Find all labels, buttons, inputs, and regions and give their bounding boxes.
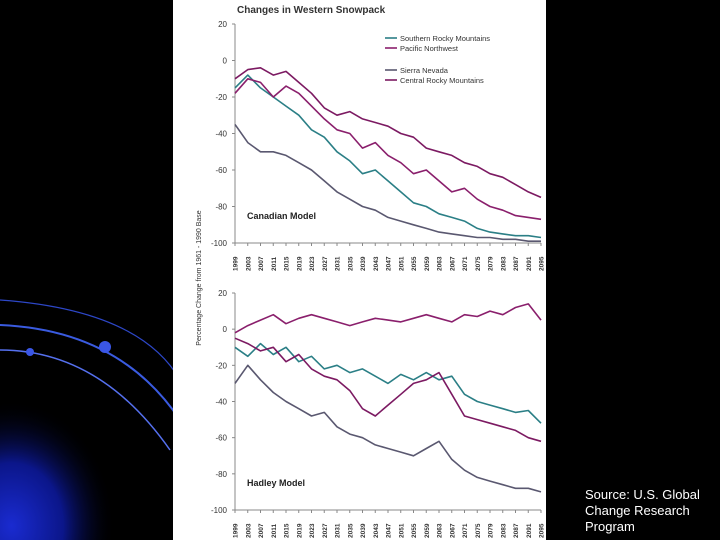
x-tick-label: 2075 <box>475 523 482 538</box>
y-tick-label: 0 <box>223 325 228 334</box>
x-tick-label: 2035 <box>347 523 354 538</box>
x-tick-label: 2091 <box>526 256 533 271</box>
y-tick-label: -100 <box>211 239 228 248</box>
x-tick-label: 2015 <box>284 256 291 271</box>
x-tick-label: 2079 <box>488 256 495 271</box>
y-tick-label: -20 <box>215 93 227 102</box>
legend-label: Pacific Northwest <box>400 44 459 53</box>
swoosh-curve-2 <box>0 349 171 451</box>
x-tick-label: 1999 <box>233 256 240 271</box>
swoosh-dot-2 <box>26 348 34 356</box>
series-line-central-rocky-mountains <box>234 67 542 199</box>
source-line-2: Change Research <box>585 503 690 518</box>
x-tick-label: 2031 <box>335 256 342 271</box>
snowpack-figure: Changes in Western Snowpack Percentage C… <box>196 5 546 538</box>
canadian-model-chart: 20 0 -20 -40 -60 -80 -100 1999 2003 2007 2011 2015 2… <box>211 20 546 271</box>
x-tick-label: 2071 <box>462 523 469 538</box>
x-tick-label: 2091 <box>526 523 533 538</box>
legend-label: Sierra Nevada <box>400 66 449 75</box>
swoosh-dot-1 <box>99 341 111 353</box>
x-tick-label: 2051 <box>398 256 405 271</box>
x-tick-label: 2079 <box>488 523 495 538</box>
y-tick-label: 20 <box>218 20 227 29</box>
model-label: Hadley Model <box>247 478 305 488</box>
x-tick-label: 2095 <box>539 523 546 538</box>
x-tick-label: 2011 <box>271 257 278 271</box>
x-tick-label: 2035 <box>347 256 354 271</box>
legend-label: Southern Rocky Mountains <box>400 34 490 43</box>
y-tick-label: -80 <box>215 203 227 212</box>
x-tick-label: 2003 <box>245 256 252 271</box>
x-tick-label: 2023 <box>309 256 316 271</box>
x-tick-label: 2007 <box>258 256 265 271</box>
x-tick-label: 2071 <box>462 256 469 271</box>
y-tick-label: -100 <box>211 506 228 515</box>
x-tick-label: 2047 <box>386 523 393 538</box>
y-tick-label: -20 <box>215 361 227 370</box>
chart-title: Changes in Western Snowpack <box>237 5 386 16</box>
hadley-model-chart: 20 0 -20 -40 -60 -80 -100 1999 2003 2007 2011 2015 2… <box>211 289 546 538</box>
x-tick-label: 2027 <box>322 256 329 271</box>
x-tick-label: 2047 <box>386 256 393 271</box>
x-tick-label: 2031 <box>335 523 342 538</box>
y-tick-label: -60 <box>215 434 227 443</box>
model-label: Canadian Model <box>247 211 316 221</box>
x-tick-label: 2011 <box>271 524 278 538</box>
y-tick-label: -60 <box>215 166 227 175</box>
x-tick-label: 2007 <box>258 523 265 538</box>
x-tick-label: 2095 <box>539 256 546 271</box>
source-line-3: Program <box>585 519 635 534</box>
x-tick-label: 2087 <box>513 523 520 538</box>
x-tick-label: 2087 <box>513 256 520 271</box>
x-tick-label: 2083 <box>500 523 507 538</box>
x-tick-label: 2015 <box>284 523 291 538</box>
x-tick-label: 2067 <box>449 523 456 538</box>
series-line-southern-rocky-mountains <box>234 74 542 239</box>
series-line-central-rocky-mountains <box>234 337 542 443</box>
y-tick-label: 0 <box>223 57 228 66</box>
series-line-sierra-nevada <box>234 364 542 493</box>
source-caption: Source: U.S. Global Change Research Prog… <box>585 487 717 535</box>
x-tick-label: 2019 <box>296 256 303 271</box>
x-tick-label: 2063 <box>437 256 444 271</box>
legend-label: Central Rocky Mountains <box>400 76 484 85</box>
x-tick-label: 2019 <box>296 523 303 538</box>
x-tick-label: 2039 <box>360 523 367 538</box>
y-tick-label: -40 <box>215 398 227 407</box>
x-tick-label: 2027 <box>322 523 329 538</box>
series-line-southern-rocky-mountains <box>234 342 542 424</box>
x-tick-label: 2059 <box>424 256 431 271</box>
y-tick-label: -40 <box>215 130 227 139</box>
x-tick-label: 2039 <box>360 256 367 271</box>
x-tick-label: 2055 <box>411 523 418 538</box>
y-axis-label: Percentage Change from 1961 - 1990 Base <box>196 210 203 346</box>
x-tick-label: 2055 <box>411 256 418 271</box>
series-line-sierra-nevada <box>234 123 541 242</box>
swoosh-curve-3 <box>0 299 181 381</box>
x-tick-label: 2043 <box>373 523 380 538</box>
x-tick-label: 2059 <box>424 523 431 538</box>
x-tick-label: 2051 <box>398 523 405 538</box>
x-tick-label: 2083 <box>500 256 507 271</box>
x-tick-label: 2023 <box>309 523 316 538</box>
series-line-pacific-northwest <box>234 78 542 221</box>
x-tick-label: 2067 <box>449 256 456 271</box>
x-tick-label: 2003 <box>245 523 252 538</box>
x-tick-label: 1999 <box>233 523 240 538</box>
x-tick-label: 2063 <box>437 523 444 538</box>
series-line-pacific-northwest <box>234 303 542 334</box>
x-tick-label: 2075 <box>475 256 482 271</box>
x-tick-label: 2043 <box>373 256 380 271</box>
source-line-1: Source: U.S. Global <box>585 487 700 502</box>
y-tick-label: 20 <box>218 289 227 298</box>
y-tick-label: -80 <box>215 470 227 479</box>
figure-panel: Changes in Western Snowpack Percentage C… <box>173 0 546 540</box>
